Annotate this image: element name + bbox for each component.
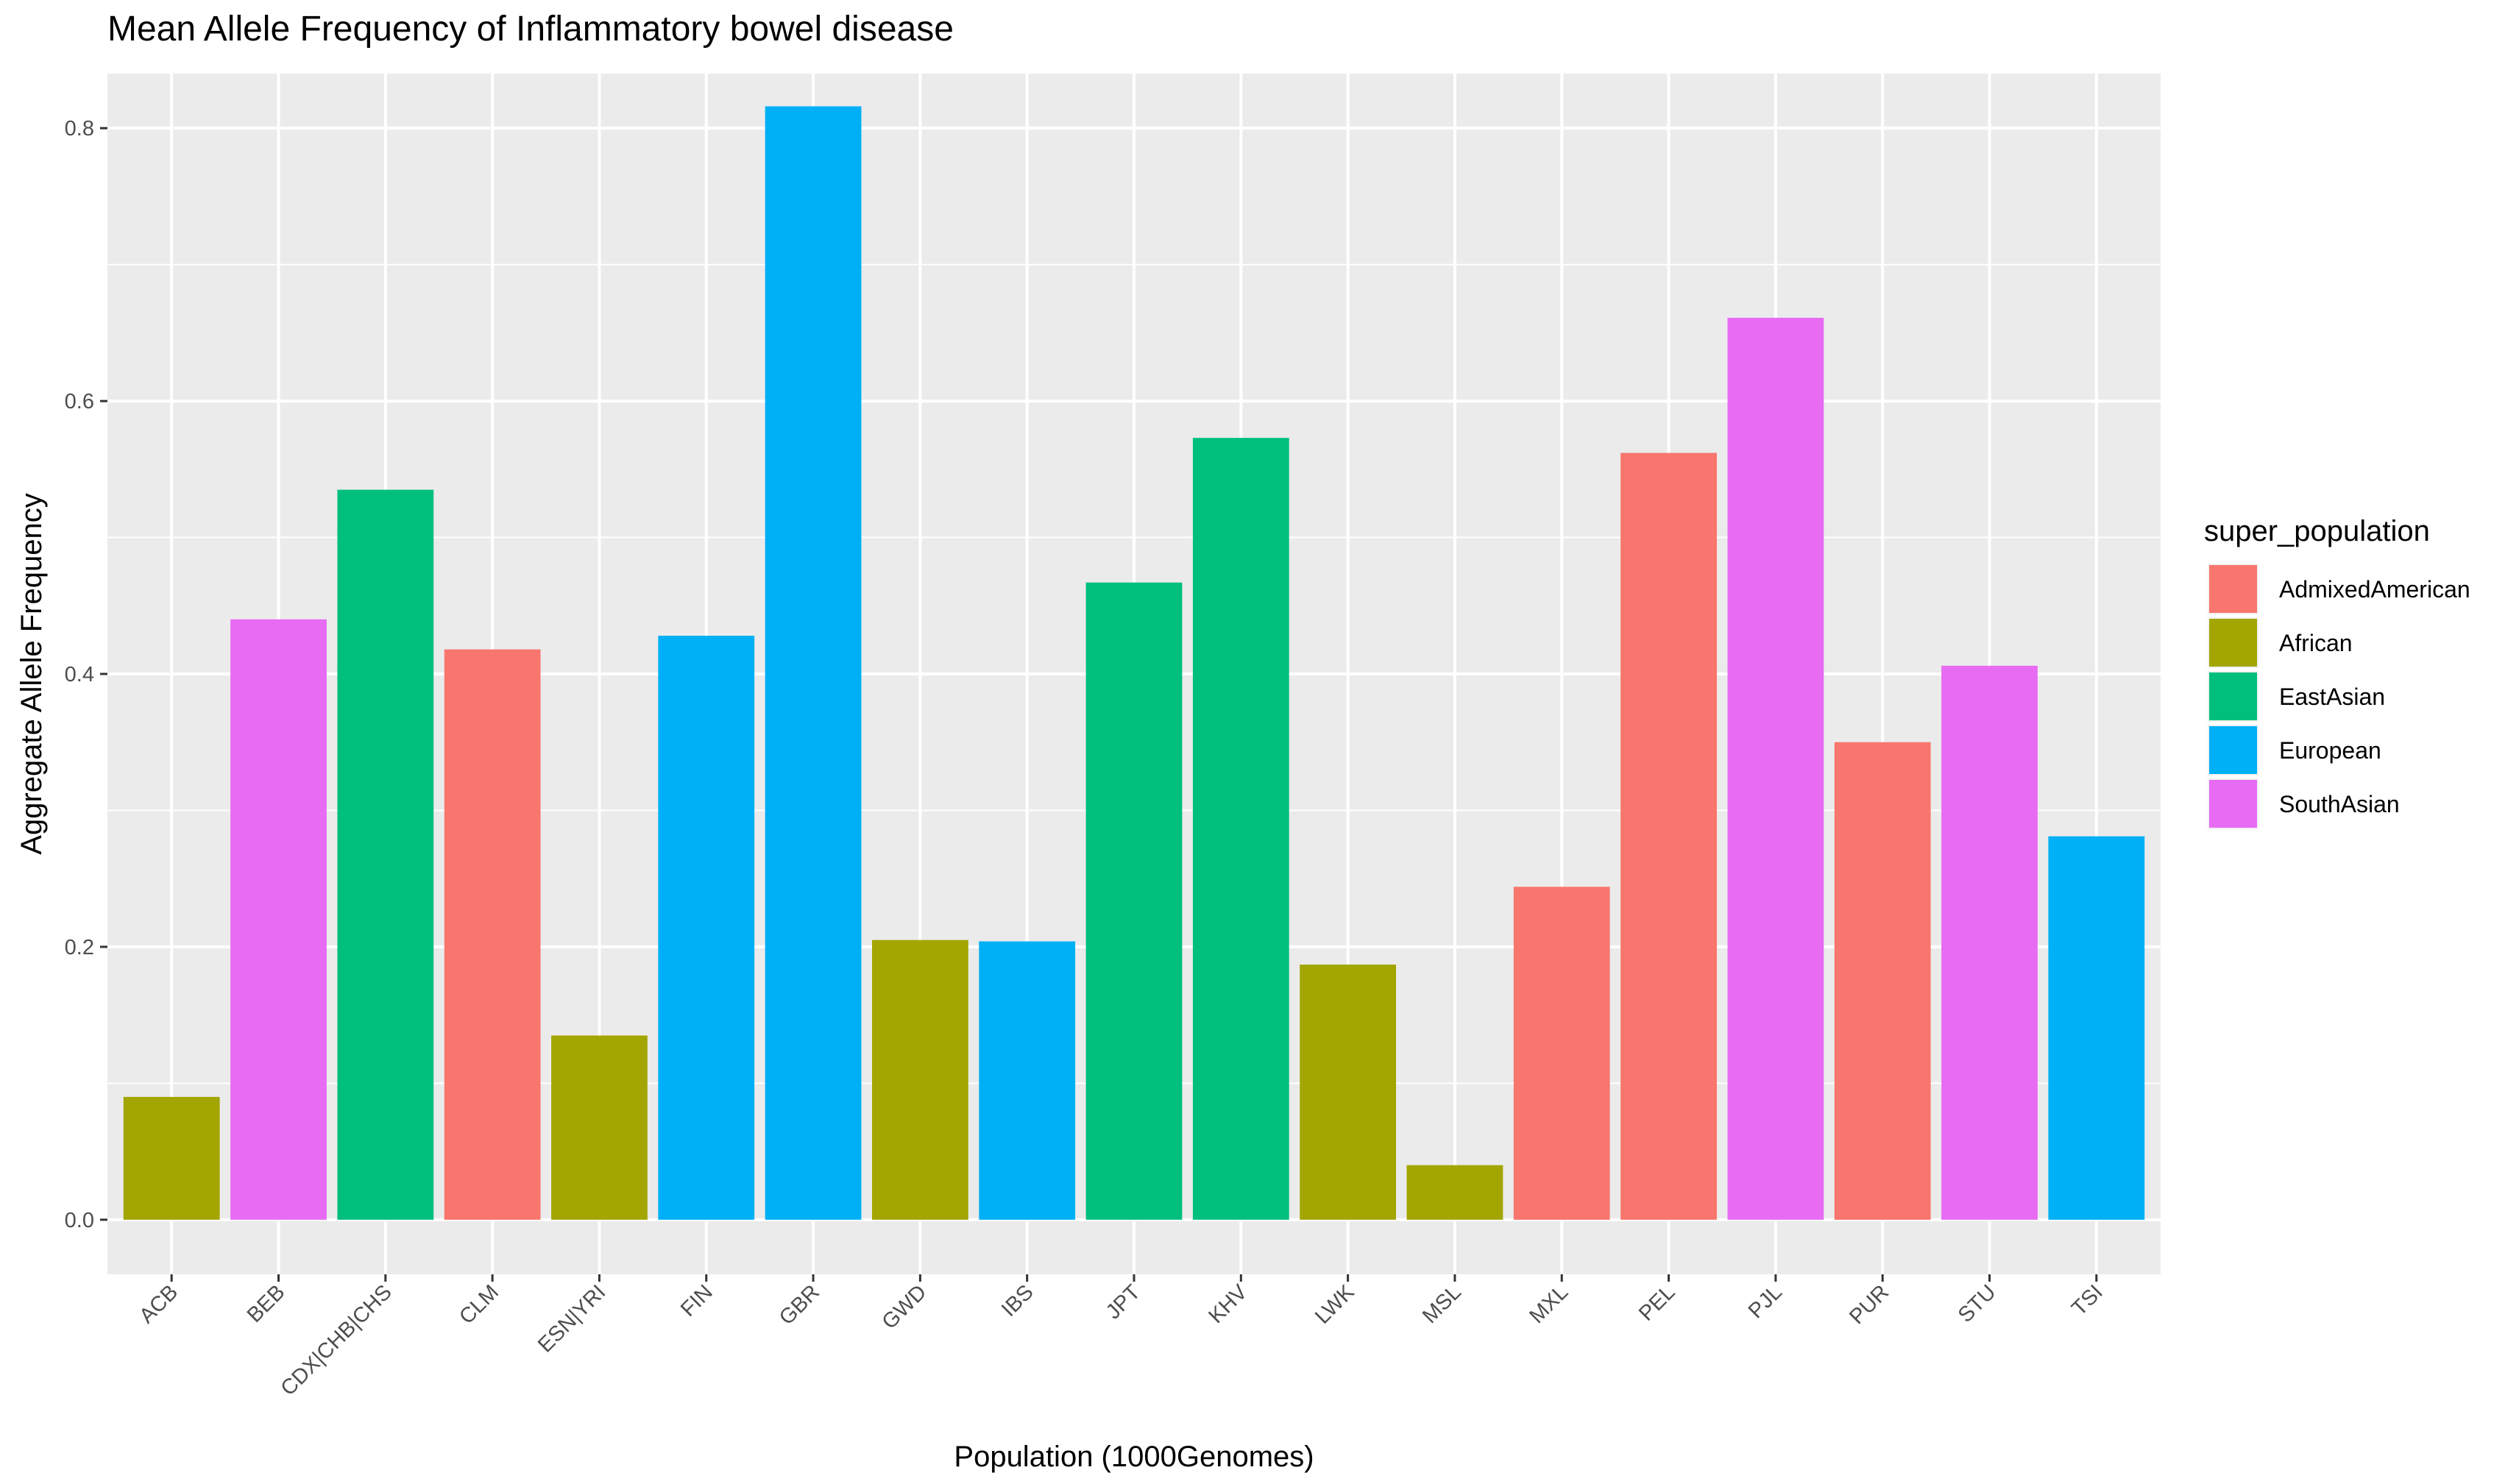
bar-clm xyxy=(444,649,541,1220)
chart-title: Mean Allele Frequency of Inflammatory bo… xyxy=(107,10,954,49)
y-tick-label: 0.8 xyxy=(65,117,94,141)
bar-cdx-chb-chs xyxy=(337,489,434,1220)
bar-acb xyxy=(123,1096,220,1220)
x-tick-label: CLM xyxy=(455,1280,503,1329)
legend-swatch xyxy=(2209,726,2257,774)
x-tick-label: KHV xyxy=(1204,1280,1252,1328)
y-tick-label: 0.4 xyxy=(65,663,94,686)
x-tick-label: IBS xyxy=(997,1280,1038,1321)
x-tick-label: JPT xyxy=(1102,1280,1145,1324)
bar-pel xyxy=(1620,452,1717,1220)
legend-label: SouthAsian xyxy=(2279,791,2400,817)
x-tick-label: PEL xyxy=(1634,1280,1679,1325)
legend-label: European xyxy=(2279,737,2381,764)
legend-swatch xyxy=(2209,565,2257,613)
x-tick-label: BEB xyxy=(243,1280,290,1327)
y-tick-label: 0.6 xyxy=(65,390,94,413)
x-tick-label: MXL xyxy=(1525,1280,1573,1328)
legend: super_population AdmixedAmerican African E… xyxy=(2204,515,2470,829)
x-tick-label: PJL xyxy=(1744,1280,1787,1323)
legend-swatch xyxy=(2209,672,2257,720)
x-tick-label: FIN xyxy=(676,1280,718,1321)
x-tick-label: GWD xyxy=(878,1280,932,1334)
bar-pjl xyxy=(1727,317,1824,1220)
x-tick-label: TSI xyxy=(2067,1280,2108,1321)
bar-ibs xyxy=(979,941,1076,1220)
bars xyxy=(123,106,2145,1220)
legend-label: EastAsian xyxy=(2279,684,2385,710)
x-tick-label: ESN|YRI xyxy=(534,1280,610,1357)
bar-jpt xyxy=(1085,582,1183,1220)
x-tick-label: STU xyxy=(1954,1280,2001,1327)
legend-swatch xyxy=(2209,780,2257,828)
x-tick-label: MSL xyxy=(1418,1280,1466,1328)
bar-khv xyxy=(1192,438,1289,1220)
legend-label: AdmixedAmerican xyxy=(2279,576,2470,603)
x-tick-label: LWK xyxy=(1311,1280,1359,1329)
legend-label: African xyxy=(2279,630,2353,656)
bar-gbr xyxy=(765,106,862,1220)
bar-pur xyxy=(1834,742,1931,1220)
bar-fin xyxy=(658,636,755,1220)
y-tick-label: 0.0 xyxy=(65,1209,94,1232)
bar-beb xyxy=(230,619,327,1220)
x-tick-label: PUR xyxy=(1845,1280,1893,1329)
bar-esn-yri xyxy=(551,1035,648,1220)
bar-gwd xyxy=(871,940,968,1220)
legend-swatch xyxy=(2209,619,2257,667)
y-axis-ticks: 0.0 0.2 0.4 0.6 0.8 xyxy=(65,117,107,1232)
bar-tsi xyxy=(2048,836,2145,1220)
bar-mxl xyxy=(1513,887,1610,1220)
x-tick-label: CDX|CHB|CHS xyxy=(277,1280,397,1400)
x-axis-title: Population (1000Genomes) xyxy=(954,1441,1314,1473)
y-tick-label: 0.2 xyxy=(65,936,94,959)
bar-msl xyxy=(1406,1165,1503,1220)
bar-stu xyxy=(1941,665,2038,1220)
y-axis-title: Aggregate Allele Frequency xyxy=(15,493,48,854)
bar-lwk xyxy=(1300,965,1397,1220)
legend-title: super_population xyxy=(2204,515,2430,547)
x-tick-label: ACB xyxy=(135,1280,183,1328)
x-tick-label: GBR xyxy=(775,1280,824,1329)
